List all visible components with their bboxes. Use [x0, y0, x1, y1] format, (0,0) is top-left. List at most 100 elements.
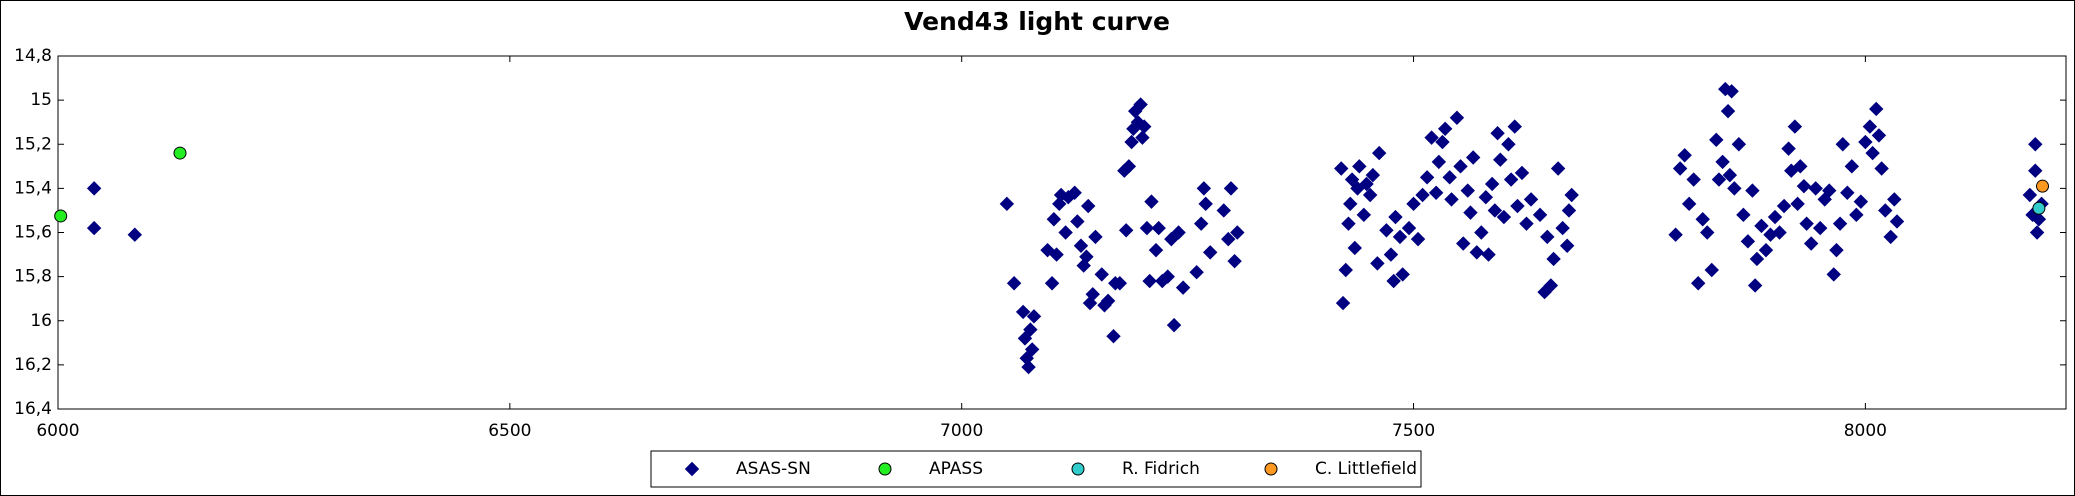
legend-label: ASAS-SN [736, 459, 811, 479]
diamond-point [1503, 172, 1519, 187]
diamond-point [1555, 220, 1570, 236]
diamond-point [86, 181, 102, 196]
diamond-point [1781, 141, 1796, 156]
diamond-point [1883, 229, 1898, 245]
diamond-point [1829, 242, 1844, 258]
diamond-point [1431, 154, 1447, 170]
diamond-point [1681, 196, 1697, 212]
y-tick-label: 15,8 [14, 267, 52, 287]
diamond-point [1100, 293, 1116, 309]
diamond-point [1081, 198, 1096, 214]
diamond-point [1053, 187, 1069, 203]
diamond-point [1386, 273, 1401, 289]
diamond-point [1790, 196, 1805, 212]
diamond-point [1383, 247, 1399, 262]
diamond-point [1849, 207, 1864, 223]
diamond-point [1787, 119, 1803, 134]
diamond-point [1335, 295, 1351, 311]
diamond-point [1453, 159, 1468, 174]
chart-title: Vend43 light curve [904, 7, 1170, 36]
diamond-point [1745, 183, 1760, 198]
diamond-point [1085, 287, 1100, 302]
diamond-point [1564, 187, 1579, 203]
diamond-point [1695, 212, 1710, 227]
diamond-point [1668, 227, 1683, 242]
diamond-point [1073, 238, 1089, 253]
diamond-point [1395, 267, 1410, 282]
legend-label: C. Littlefield [1315, 459, 1417, 479]
diamond-point [1501, 137, 1516, 152]
diamond-point [1359, 176, 1374, 192]
diamond-point [1442, 170, 1457, 185]
diamond-point [1338, 262, 1353, 278]
diamond-point [1142, 273, 1157, 289]
diamond-point [1887, 192, 1902, 207]
diamond-point [1371, 145, 1387, 161]
diamond-point [1017, 331, 1033, 346]
y-tick-label: 15,6 [14, 223, 52, 243]
legend-label: APASS [929, 459, 983, 479]
diamond-point [1347, 240, 1363, 256]
diamond-point [1796, 178, 1812, 194]
diamond-point [1216, 203, 1231, 218]
diamond-point [1469, 245, 1484, 260]
diamond-point [1052, 196, 1067, 212]
diamond-point [1677, 148, 1692, 163]
x-tick-label: 7000 [940, 421, 983, 441]
diamond-point [1724, 84, 1739, 99]
diamond-point [127, 227, 143, 242]
circle-point [1264, 462, 1278, 476]
y-tick-label: 16,4 [14, 399, 52, 419]
diamond-point [1024, 342, 1040, 357]
diamond-point [1444, 192, 1459, 207]
x-tick-label: 6500 [488, 421, 531, 441]
diamond-point [1858, 134, 1873, 150]
diamond-point [1808, 181, 1823, 196]
diamond-point [1767, 209, 1783, 225]
diamond-point [1171, 225, 1186, 240]
diamond-point [1889, 214, 1905, 229]
diamond-point [684, 461, 700, 477]
diamond-point [1189, 265, 1204, 280]
x-tick-label: 7500 [1392, 421, 1435, 441]
diamond-point [1715, 154, 1730, 170]
y-tick-label: 15,4 [14, 178, 52, 198]
circle-point [878, 462, 892, 476]
diamond-point [1460, 183, 1475, 198]
diamond-point [1749, 251, 1765, 267]
diamond-point [1148, 242, 1164, 258]
diamond-point [1175, 280, 1191, 295]
diamond-point [86, 220, 102, 236]
diamond-point [1388, 209, 1403, 225]
diamond-point [1118, 223, 1134, 238]
y-tick-label: 15,2 [14, 134, 52, 154]
diamond-point [1474, 225, 1489, 240]
diamond-point [1878, 203, 1893, 218]
diamond-point [1344, 172, 1360, 187]
diamond-point [1424, 130, 1439, 145]
diamond-point [1112, 276, 1128, 291]
diamond-point [1410, 231, 1426, 247]
diamond-point [1352, 159, 1367, 174]
diamond-point [1740, 234, 1756, 249]
diamond-point [1731, 137, 1747, 152]
diamond-point [1812, 220, 1828, 236]
circle-point [173, 146, 187, 160]
diamond-point [1006, 276, 1022, 291]
diamond-point [1840, 185, 1855, 200]
diamond-point [1826, 267, 1841, 282]
diamond-point [1044, 276, 1060, 291]
diamond-point [1166, 317, 1182, 333]
diamond-point [1137, 119, 1152, 134]
diamond-point [1067, 185, 1082, 200]
diamond-point [1406, 196, 1421, 212]
diamond-point [1164, 231, 1179, 247]
diamond-point [1356, 207, 1372, 223]
diamond-point [1015, 304, 1031, 320]
diamond-point [1484, 176, 1500, 192]
diamond-point [1437, 121, 1453, 137]
diamond-point [1546, 251, 1561, 267]
diamond-point [1133, 97, 1148, 112]
diamond-point [1493, 152, 1508, 167]
diamond-point [2028, 137, 2043, 152]
